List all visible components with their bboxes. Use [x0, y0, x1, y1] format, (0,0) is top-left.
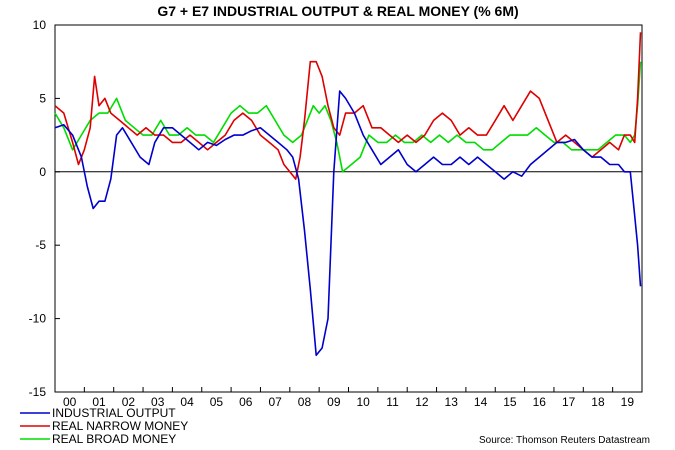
x-tick-label: 08 [298, 395, 312, 409]
x-tick-label: 11 [386, 395, 399, 409]
y-tick-label: 5 [39, 91, 46, 105]
x-tick-label: 04 [180, 395, 194, 409]
y-tick-label: -5 [35, 238, 46, 252]
legend-label-real-broad-money: REAL BROAD MONEY [52, 432, 176, 446]
x-tick-label: 16 [533, 395, 547, 409]
series-line-real-broad-money [54, 61, 642, 173]
plot-area [54, 24, 643, 393]
legend-label-industrial-output: INDUSTRIAL OUTPUT [52, 406, 176, 420]
plot-frame [54, 24, 643, 393]
x-tick-label: 15 [503, 395, 517, 409]
chart-title: G7 + E7 INDUSTRIAL OUTPUT & REAL MONEY (… [157, 3, 518, 19]
x-tick-label: 07 [268, 395, 282, 409]
series-line-real-narrow-money [54, 32, 642, 180]
x-tick-label: 00 [63, 395, 77, 409]
x-tick-label: 12 [415, 395, 429, 409]
y-tick-label: -10 [29, 312, 47, 326]
legend: INDUSTRIAL OUTPUT REAL NARROW MONEY REAL… [20, 406, 188, 446]
y-tick-label: -15 [29, 385, 47, 399]
x-tick-label: 18 [591, 395, 605, 409]
x-tick-label: 06 [239, 395, 253, 409]
x-tick-label: 10 [356, 395, 370, 409]
x-axis: 00 01 02 03 04 05 06 07 08 09 10 11 12 13 14 15 16 17 18 19 [54, 387, 643, 409]
x-tick-label: 13 [445, 395, 459, 409]
y-tick-label: 0 [39, 165, 46, 179]
x-tick-label: 09 [327, 395, 341, 409]
x-tick-label: 17 [562, 395, 576, 409]
y-tick-label: 10 [33, 18, 47, 32]
x-tick-label: 05 [210, 395, 224, 409]
series-line-industrial-output [54, 90, 642, 357]
x-tick-label: 03 [151, 395, 165, 409]
legend-label-real-narrow-money: REAL NARROW MONEY [52, 419, 188, 433]
source-note: Source: Thomson Reuters Datastream [479, 435, 650, 446]
x-tick-label: 19 [621, 395, 635, 409]
x-tick-label: 01 [92, 395, 106, 409]
y-axis: 10 5 0 -5 -10 -15 [29, 18, 60, 399]
x-tick-label: 02 [122, 395, 136, 409]
series-layer [54, 32, 642, 357]
x-tick-label: 14 [474, 395, 488, 409]
